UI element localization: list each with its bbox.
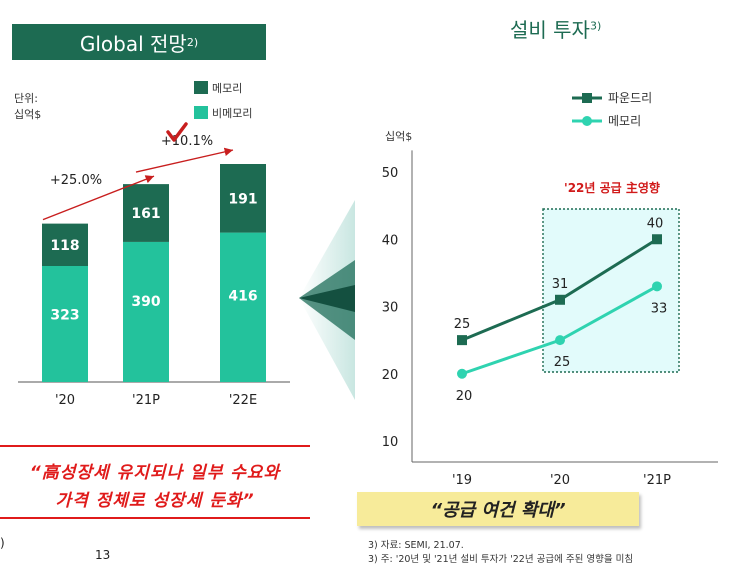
bar-non-memory — [123, 241, 169, 382]
y-axis-unit: 십억$ — [385, 130, 412, 143]
x-tick-label: '19 — [452, 473, 472, 488]
data-label-memory: 33 — [651, 301, 668, 316]
connector-wedge — [299, 200, 355, 400]
check-icon — [166, 122, 188, 142]
y-tick-label: 30 — [382, 301, 399, 316]
bar-category-label: '20 — [55, 393, 75, 408]
unit-label-2: 십억$ — [14, 108, 42, 121]
data-label-foundry: 25 — [454, 317, 471, 332]
quote-top-rule — [0, 445, 310, 447]
legend-swatch-non-memory — [194, 106, 208, 119]
page-number: 13 — [95, 548, 111, 562]
legend-label-memory: 메모리 — [212, 82, 242, 95]
y-tick-label: 50 — [382, 166, 399, 181]
left-title-sup: 2) — [186, 35, 199, 49]
legend-label-memory: 메모리 — [608, 114, 641, 128]
left-edge-mark: ) — [0, 536, 5, 550]
point-memory — [652, 281, 662, 292]
quote-bottom-rule — [0, 517, 310, 519]
data-label-foundry: 40 — [647, 216, 664, 231]
point-foundry — [652, 234, 662, 245]
footnote-source: 3) 자료: SEMI, 21.07. — [368, 540, 464, 551]
y-tick-label: 20 — [382, 368, 399, 383]
point-foundry — [555, 294, 565, 305]
bar-value-non-memory: 390 — [131, 294, 160, 310]
point-foundry — [457, 335, 467, 346]
bar-value-memory: 191 — [228, 191, 257, 207]
x-tick-label: '20 — [550, 473, 570, 488]
y-tick-label: 10 — [382, 435, 399, 450]
growth-arrow-1 — [42, 175, 155, 221]
quote-line-2: 가격 정체로 성장세 둔화” — [55, 491, 255, 511]
bar-category-label: '22E — [229, 393, 257, 408]
legend-marker-memory — [582, 116, 592, 126]
unit-label-1: 단위: — [14, 92, 38, 105]
bar-value-memory: 161 — [131, 206, 160, 222]
growth-label-1: +25.0% — [50, 173, 102, 188]
bar-non-memory — [42, 265, 88, 382]
growth-arrow-2 — [135, 147, 234, 173]
data-label-memory: 25 — [554, 355, 571, 370]
x-tick-label: '21P — [643, 473, 671, 488]
left-title: Global 전망 — [79, 31, 187, 56]
highlight-label: '22년 공급 主영향 — [564, 180, 660, 195]
point-memory — [457, 368, 467, 379]
legend-marker-foundry — [582, 93, 592, 103]
y-tick-label: 40 — [382, 233, 399, 248]
bar-memory — [123, 184, 169, 242]
line-chart: '22년 공급 主영향 십억$ 10 20 30 40 50 '19 '20 '21P 파운드리메모… — [382, 91, 718, 488]
right-title-sup: 3) — [589, 19, 602, 33]
bar-value-non-memory: 416 — [228, 288, 257, 304]
bar-non-memory — [220, 232, 266, 382]
legend-label-foundry: 파운드리 — [608, 91, 652, 105]
supply-label: “공급 여건 확대” — [430, 500, 566, 521]
bar-value-memory: 118 — [50, 238, 79, 254]
left-title-banner: Global 전망 2) — [12, 24, 266, 60]
growth-label-2: +10.1% — [161, 134, 213, 149]
right-title-text: 설비 투자 — [510, 18, 590, 42]
data-label-foundry: 31 — [552, 277, 569, 292]
right-title: 설비 투자3) — [510, 14, 601, 43]
quote-line-1: “高성장세 유지되나 일부 수요와 — [29, 463, 281, 483]
data-label-memory: 20 — [456, 389, 473, 404]
legend-label-non-memory: 비메모리 — [212, 107, 252, 120]
bar-value-non-memory: 323 — [50, 308, 79, 324]
point-memory — [555, 335, 565, 346]
bar-memory — [42, 223, 88, 266]
legend-swatch-memory — [194, 81, 208, 94]
bar-memory — [220, 164, 266, 233]
footnote-note: 3) 주: '20년 및 '21년 설비 투자가 '22년 공급에 주된 영향을… — [368, 554, 634, 565]
bar-category-label: '21P — [132, 393, 160, 408]
supply-label-box: “공급 여건 확대” — [357, 492, 639, 526]
